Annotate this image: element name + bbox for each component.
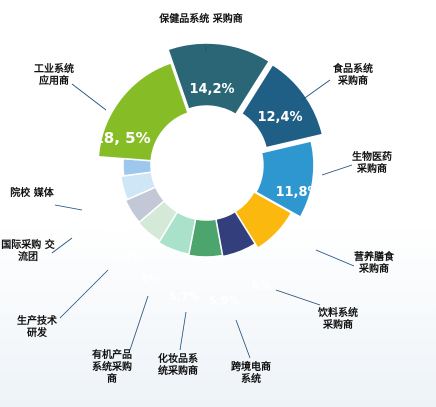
slice-value-label: 6% xyxy=(252,279,271,292)
slice-category-label: 有机产品系统采购商 xyxy=(92,348,132,385)
slice-value-label: 4,7% xyxy=(113,250,144,263)
slice-category-label: 工业系统应用商 xyxy=(34,62,74,87)
slice-value-label: 8% xyxy=(284,233,306,248)
leader-line xyxy=(129,295,149,351)
slice-value-label: 11,8% xyxy=(275,185,320,200)
slice-value-label: 5,9% xyxy=(209,294,240,307)
leader-line xyxy=(301,79,331,101)
slice-value-label: 5,7% xyxy=(169,290,200,303)
pie-slice xyxy=(240,63,324,149)
slice-category-label: 化妆品系统采购商 xyxy=(158,352,198,377)
leader-line xyxy=(235,319,251,359)
leader-line xyxy=(59,269,109,319)
pie-slice xyxy=(167,42,271,116)
slice-category-label: 生产技术研发 xyxy=(17,314,57,339)
slice-category-label: 保健品系统 采购商 xyxy=(158,12,242,25)
donut-hole xyxy=(152,111,260,219)
slice-value-label: 4,5% xyxy=(102,226,133,239)
leader-line xyxy=(54,204,83,211)
leader-line xyxy=(71,83,107,111)
slice-value-label: 5% xyxy=(141,273,160,286)
slice-category-label: 营养膳食采购商 xyxy=(354,250,395,275)
slice-category-label: 食品系统采购商 xyxy=(332,62,373,87)
pie-slice xyxy=(97,61,190,162)
slice-category-label: 生物医药采购商 xyxy=(352,150,392,175)
leader-line xyxy=(51,237,73,254)
slice-value-label: 18, 5% xyxy=(93,129,150,147)
slice-category-label: 饮料系统采购商 xyxy=(317,306,358,331)
pie-slice xyxy=(254,140,315,219)
slice-value-label: 14,2% xyxy=(189,82,234,97)
slice-value-label: 3,3% xyxy=(99,199,130,212)
leader-line xyxy=(179,311,187,351)
leader-line xyxy=(321,164,353,176)
slice-value-label: 12,4% xyxy=(257,110,302,125)
leader-line xyxy=(275,289,321,306)
slice-category-label: 院校 媒体 xyxy=(10,186,54,199)
slice-category-label: 跨境电商系统 xyxy=(231,360,271,385)
slice-category-label: 国际采购 交流团 xyxy=(1,238,54,263)
leader-line xyxy=(315,249,355,267)
